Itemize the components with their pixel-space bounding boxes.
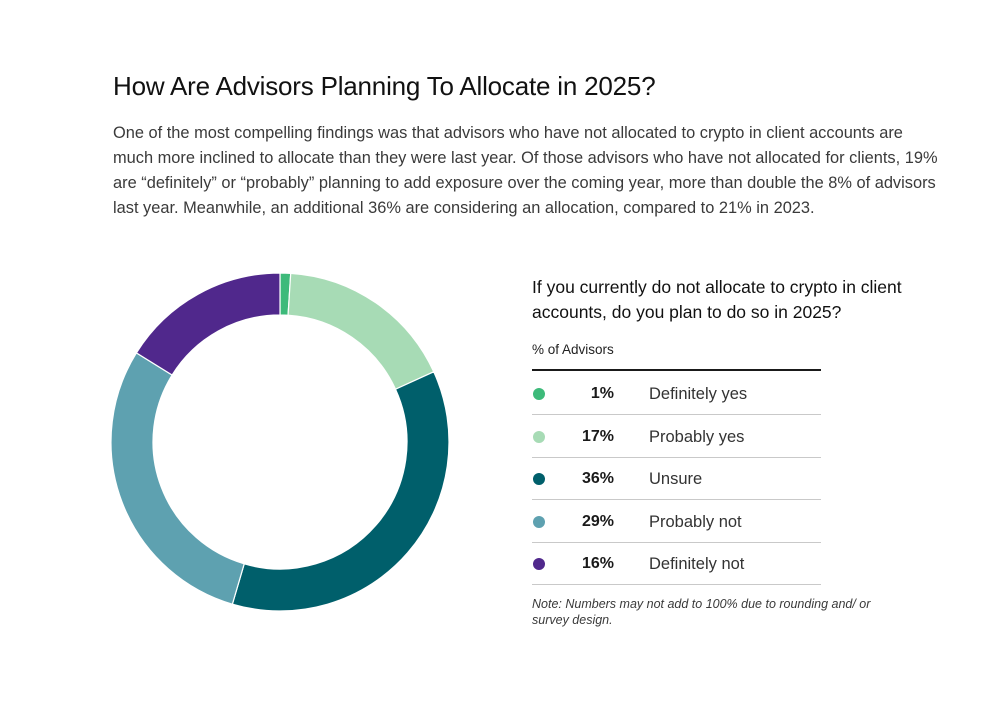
legend-label: Probably yes xyxy=(649,427,745,446)
page-title: How Are Advisors Planning To Allocate in… xyxy=(113,71,656,101)
legend-row-definitely-not: 16% Definitely not xyxy=(532,542,821,585)
legend-row-definitely-yes: 1% Definitely yes xyxy=(532,372,821,415)
footnote: Note: Numbers may not add to 100% due to… xyxy=(532,597,871,627)
legend-dot-icon xyxy=(533,388,545,400)
donut-slice-probably-not xyxy=(110,352,245,605)
chart-question: If you currently do not allocate to cryp… xyxy=(532,277,902,322)
legend-label: Definitely not xyxy=(649,555,745,573)
legend-dot-icon xyxy=(533,473,545,485)
legend-dot-icon xyxy=(533,515,545,528)
legend-row-unsure: 36% Unsure xyxy=(532,457,821,500)
legend-percent: 16% xyxy=(581,555,614,572)
intro-paragraph: One of the most compelling findings was … xyxy=(113,124,938,217)
legend-dot-icon xyxy=(533,430,545,443)
legend-row-probably-yes: 17% Probably yes xyxy=(532,415,821,458)
legend-label: Probably not xyxy=(649,512,742,531)
donut-slice-definitely-yes xyxy=(279,272,292,316)
legend-percent: 17% xyxy=(581,427,614,445)
legend-percent: 36% xyxy=(581,470,614,487)
donut-slice-unsure xyxy=(231,370,450,612)
legend-label: Definitely yes xyxy=(649,385,748,403)
legend-header: % of Advisors xyxy=(532,342,614,357)
legend-dot-icon xyxy=(533,558,545,570)
legend-percent: 29% xyxy=(581,512,614,530)
donut-slice-definitely-not xyxy=(135,272,281,376)
donut-slice-probably-yes xyxy=(287,272,435,391)
legend-percent: 1% xyxy=(590,385,614,402)
legend-row-probably-not: 29% Probably not xyxy=(532,500,821,543)
legend-label: Unsure xyxy=(649,470,703,488)
legend-header-rule xyxy=(532,369,821,371)
